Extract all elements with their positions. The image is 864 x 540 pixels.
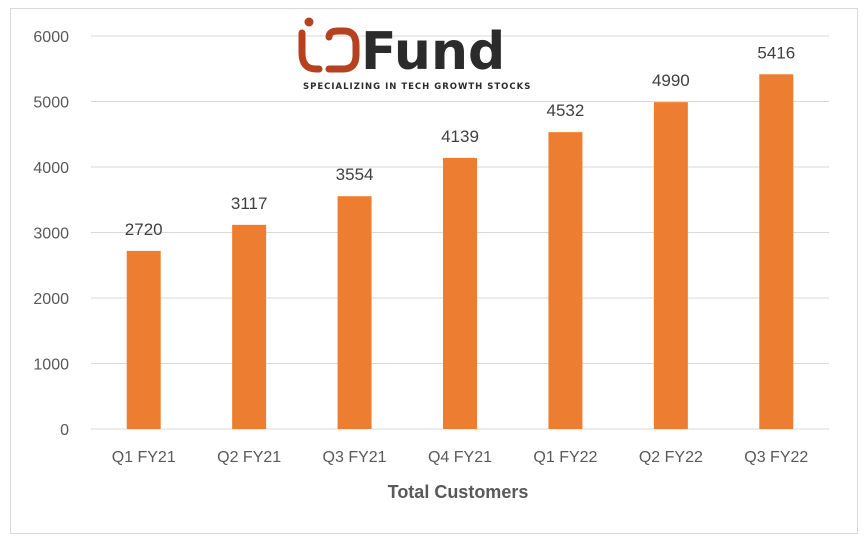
bar [759,74,794,429]
x-tick-label: Q3 FY22 [744,449,808,466]
data-labels: 2720 3117 3554 4139 4532 4990 5416 [125,43,795,239]
bar [337,196,372,429]
io-logo-icon [298,17,360,73]
x-axis-title: Total Customers [388,482,529,502]
bars [126,74,794,429]
y-tick-label: 1000 [33,357,69,374]
y-tick-label: 0 [60,422,69,439]
iofund-logo: Fund SPECIALIZING IN TECH GROWTH STOCKS [298,17,531,92]
x-axis-ticks: Q1 FY21 Q2 FY21 Q3 FY21 Q4 FY21 Q1 FY22 Q2 FY… [112,449,809,466]
x-tick-label: Q2 FY21 [217,449,281,466]
logo-brand-name: Fund [361,22,505,82]
data-label: 4139 [441,127,479,146]
bar [548,132,583,429]
chart-frame: 2720 3117 3554 4139 4532 4990 5416 0 1000 2000 30… [10,8,858,534]
bar-chart: 2720 3117 3554 4139 4532 4990 5416 0 1000 2000 30… [33,17,829,502]
logo-tagline: SPECIALIZING IN TECH GROWTH STOCKS [303,82,531,92]
x-tick-label: Q2 FY22 [639,449,703,466]
data-label: 4532 [547,101,585,120]
y-tick-label: 2000 [33,291,69,308]
x-tick-label: Q1 FY22 [533,449,597,466]
data-label: 5416 [757,43,795,62]
data-label: 3117 [231,194,268,213]
bar [232,224,267,429]
y-tick-label: 5000 [33,95,69,112]
y-axis-ticks: 0 1000 2000 3000 4000 5000 6000 [33,29,69,439]
data-label: 4990 [652,71,690,90]
y-tick-label: 3000 [33,226,69,243]
y-tick-label: 6000 [33,29,69,46]
bar [126,250,161,429]
data-label: 3554 [336,165,374,184]
x-tick-label: Q1 FY21 [112,449,176,466]
bar [653,102,688,429]
x-tick-label: Q4 FY21 [428,449,492,466]
bar [443,157,477,429]
x-tick-label: Q3 FY21 [323,449,387,466]
data-label: 2720 [125,220,163,239]
y-tick-label: 4000 [33,160,69,177]
